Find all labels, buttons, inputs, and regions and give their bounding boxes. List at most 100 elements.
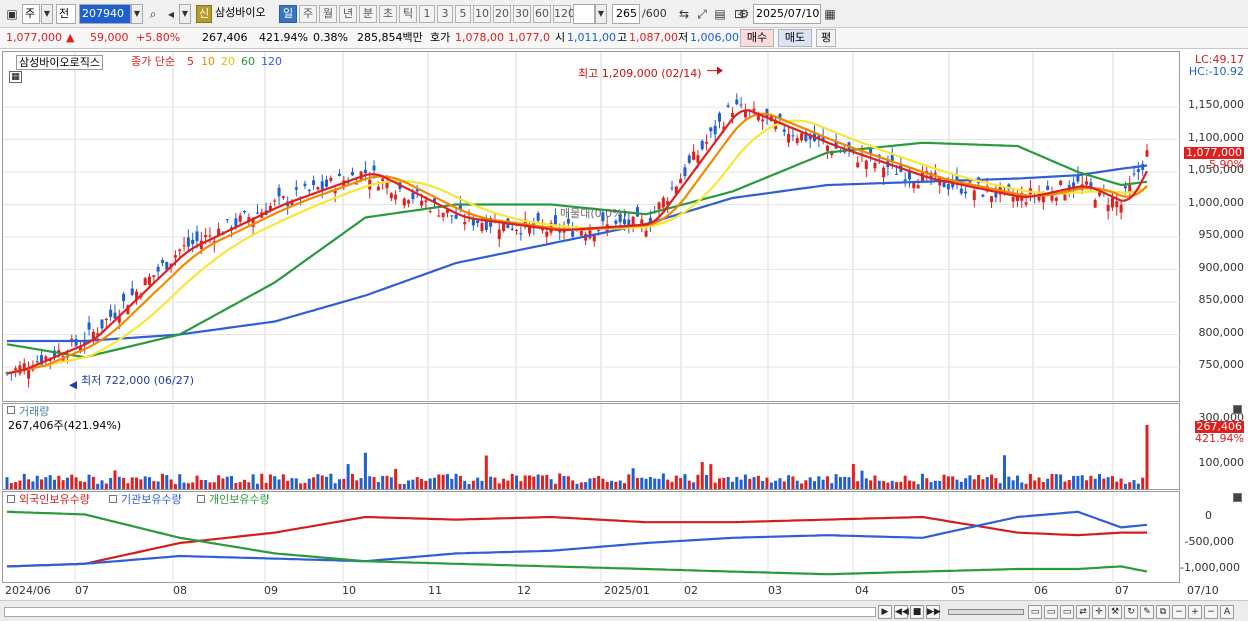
interval-custom-input[interactable] — [573, 4, 595, 24]
candle-body — [381, 178, 385, 181]
interval-5[interactable]: 5 — [455, 5, 471, 23]
tab-day[interactable]: 일 — [279, 5, 297, 23]
volume-bar — [117, 476, 121, 489]
code-input[interactable]: 207940 — [79, 4, 131, 24]
refresh-icon[interactable]: ↻ — [1124, 605, 1138, 619]
zoom-out-icon[interactable]: − — [1172, 605, 1186, 619]
tools-icon[interactable]: ⚒ — [1108, 605, 1122, 619]
investor-panel-close-icon[interactable] — [1233, 493, 1242, 502]
volume-bar — [1046, 478, 1050, 489]
high-marker-arrow — [717, 66, 723, 75]
volume-panel[interactable]: 거래량 267,406주(421.94%) — [2, 403, 1236, 491]
candle-body — [964, 191, 968, 194]
edit-icon[interactable]: ✎ — [1140, 605, 1154, 619]
price-panel[interactable]: 삼성바이오로직스 종가 단순 5 10 20 60 120 ▦ 최고 1,209… — [2, 51, 1181, 403]
volume-bar — [726, 476, 730, 489]
volume-bar — [87, 474, 91, 489]
buy-button[interactable]: 매수 — [740, 29, 774, 47]
volume-bar — [1072, 475, 1076, 489]
speaker-dropdown-icon[interactable]: ▼ — [179, 4, 191, 24]
investor-panel[interactable]: 외국인보유수량 기관보유수량 개인보유수량 — [2, 491, 1180, 584]
scroll-right-icon[interactable]: ▶ — [878, 605, 892, 619]
volume-bar — [316, 474, 320, 489]
copy-icon[interactable]: ⧉ — [1156, 605, 1170, 619]
interval-10[interactable]: 10 — [473, 5, 491, 23]
crosshair-icon[interactable]: ✛ — [1092, 605, 1106, 619]
volume-bar — [307, 478, 311, 489]
volume-panel-close-icon[interactable] — [1233, 405, 1242, 414]
table-toggle-icon[interactable]: ▦ — [9, 71, 22, 83]
market-select[interactable]: 주 — [22, 4, 40, 24]
candle-body — [480, 223, 484, 232]
candle-body — [657, 202, 661, 210]
font-size-icon[interactable]: A — [1220, 605, 1234, 619]
volume-bar — [700, 462, 704, 489]
volume-bar — [338, 479, 341, 489]
candle-body — [743, 111, 747, 118]
candle-body — [53, 350, 56, 359]
tab-year[interactable]: 년 — [339, 5, 357, 23]
zoom-in-icon[interactable]: + — [1188, 605, 1202, 619]
interval-60[interactable]: 60 — [533, 5, 551, 23]
candle-body — [420, 200, 424, 206]
candle-body — [627, 219, 631, 227]
volume-bar — [31, 481, 35, 489]
interval-20[interactable]: 20 — [493, 5, 511, 23]
layout-2-icon[interactable]: ▭ — [1044, 605, 1058, 619]
tab-tick[interactable]: 틱 — [399, 5, 417, 23]
x-label-11: 11 — [428, 584, 442, 597]
draw-tool-icon[interactable]: ⤢ — [697, 7, 707, 21]
investor-panel-handle[interactable] — [7, 495, 15, 503]
volume-bar — [553, 483, 557, 489]
search-icon[interactable]: ⌕ — [149, 7, 157, 21]
lock-icon[interactable]: ⊡ — [733, 7, 745, 21]
eval-button[interactable]: 평 — [816, 29, 836, 47]
volume-bar — [394, 468, 398, 489]
count-input[interactable]: 265 — [612, 4, 640, 24]
volume-bar — [18, 480, 22, 489]
compare-icon[interactable]: ⇆ — [678, 7, 690, 21]
tab-second[interactable]: 초 — [379, 5, 397, 23]
settings-icon[interactable]: ⚙ — [738, 7, 750, 21]
rewind-icon[interactable]: ◀◀ — [894, 605, 909, 619]
interval-dropdown-icon[interactable]: ▼ — [595, 4, 607, 24]
type-select[interactable]: 전 — [56, 4, 76, 24]
volume-bar — [614, 481, 618, 489]
volume-panel-handle[interactable] — [7, 406, 15, 414]
interval-3[interactable]: 3 — [437, 5, 453, 23]
candle-body — [510, 228, 514, 230]
interval-30[interactable]: 30 — [513, 5, 531, 23]
chart-type-icon[interactable]: ▤ — [714, 7, 726, 21]
fast-forward-icon[interactable]: ▶▶ — [926, 605, 941, 619]
interval-120[interactable]: 120 — [553, 5, 575, 23]
inv-tick-500000: -500,000 — [1184, 535, 1234, 548]
candle-body — [1054, 197, 1058, 201]
calendar-icon[interactable]: ▦ — [824, 7, 836, 21]
interval-1[interactable]: 1 — [419, 5, 435, 23]
arrange-icon[interactable]: ⇄ — [1076, 605, 1090, 619]
code-dropdown-icon[interactable]: ▼ — [131, 4, 143, 24]
volume-bar — [562, 476, 566, 489]
market-dropdown-icon[interactable]: ▼ — [41, 4, 53, 24]
window-menu-icon[interactable]: ▣ — [6, 7, 18, 21]
volume-title: 거래량 — [19, 405, 50, 418]
tab-month[interactable]: 월 — [319, 5, 337, 23]
volume-bar — [597, 475, 601, 489]
candle-body — [463, 222, 467, 225]
legend-individual: 개인보유수량 — [209, 493, 270, 506]
minus-icon[interactable]: − — [1204, 605, 1218, 619]
zoom-slider[interactable] — [948, 609, 1024, 615]
date-input[interactable]: 2025/07/10 — [753, 4, 821, 24]
volume-bar — [1080, 475, 1084, 489]
sell-button[interactable]: 매도 — [778, 29, 812, 47]
layout-1-icon[interactable]: ▭ — [1028, 605, 1042, 619]
stop-icon[interactable]: ■ — [910, 605, 924, 619]
candle-body — [730, 113, 734, 118]
tab-minute[interactable]: 분 — [359, 5, 377, 23]
layout-3-icon[interactable]: ▭ — [1060, 605, 1074, 619]
volume-bar — [687, 480, 691, 489]
speaker-icon[interactable]: ◂ — [167, 7, 175, 21]
tab-week[interactable]: 주 — [299, 5, 317, 23]
horizontal-scrollbar[interactable] — [4, 607, 876, 617]
